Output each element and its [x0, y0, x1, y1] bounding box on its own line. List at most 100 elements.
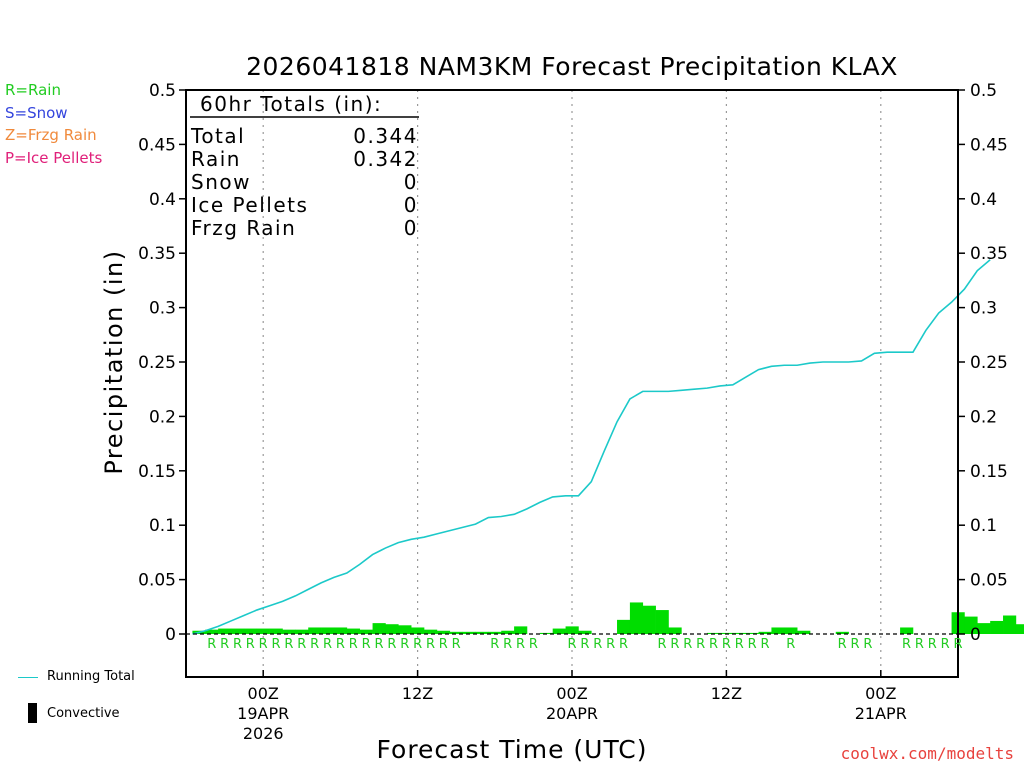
precip-bar [243, 628, 258, 634]
precip-bar [1003, 615, 1017, 634]
ptype-marker: R [272, 637, 281, 652]
ptype-marker: R [953, 637, 962, 652]
precip-bar [398, 625, 412, 634]
y-tick-label-left: 0.5 [149, 81, 176, 101]
precip-bar [835, 631, 849, 634]
totals-row-label: Rain [191, 147, 241, 171]
x-tick-label: 00Z [556, 684, 587, 703]
x-tick-year: 2026 [243, 724, 284, 743]
running-total-legend-label: Running Total [47, 669, 135, 684]
y-tick-label-left: 0 [165, 625, 176, 645]
ptype-marker: R [400, 637, 409, 652]
ptype-marker: R [246, 637, 255, 652]
precip-bar [501, 630, 515, 634]
convective-legend-label: Convective [47, 706, 120, 721]
ptype-marker: R [426, 637, 435, 652]
y-tick-label-right: 0.35 [970, 244, 1008, 264]
ptype-marker: R [452, 637, 461, 652]
ptype-legend-frzg: Z=Frzg Rain [5, 126, 97, 144]
precip-bar [218, 628, 232, 634]
y-tick-label-right: 0.45 [970, 135, 1008, 155]
totals-row-value: 0 [404, 216, 418, 240]
precip-bar [578, 630, 592, 634]
precip-bar [642, 605, 656, 634]
precip-bar [552, 628, 566, 634]
ptype-marker: R [207, 637, 216, 652]
ptype-marker: R [928, 637, 937, 652]
x-tick-label: 00Z [248, 684, 279, 703]
ptype-marker: R [297, 637, 306, 652]
precip-bar [231, 628, 245, 634]
running-total-swatch [18, 677, 38, 678]
precip-bar [385, 624, 399, 634]
ptype-marker: R [284, 637, 293, 652]
ptype-marker: R [760, 637, 769, 652]
totals-row-label: Ice Pellets [191, 193, 308, 217]
axes [179, 89, 965, 678]
y-tick-label-left: 0.05 [138, 571, 176, 591]
ptype-marker: R [838, 637, 847, 652]
ptype-marker: R [362, 637, 371, 652]
precip-bar [745, 632, 759, 634]
y-tick-label-left: 0.45 [138, 135, 176, 155]
x-tick-label: 00Z [865, 684, 896, 703]
precip-bar [308, 627, 322, 634]
precip-bar [475, 631, 489, 634]
ptype-marker: R [670, 637, 679, 652]
y-tick-label-left: 0.25 [138, 353, 176, 373]
precip-bar [629, 602, 644, 634]
y-tick-label-left: 0.4 [149, 190, 176, 210]
ptype-marker: R [735, 637, 744, 652]
ptype-marker: R [593, 637, 602, 652]
precip-bar [668, 627, 682, 634]
totals-row-label: Snow [191, 170, 251, 194]
precip-bar [990, 620, 1004, 634]
precip-bar [977, 623, 991, 634]
precip-bar [758, 631, 772, 634]
ptype-marker: R [696, 637, 705, 652]
running-total-line [192, 259, 991, 635]
precip-bar [462, 631, 476, 634]
ptype-marker: R [606, 637, 615, 652]
precip-bar [269, 628, 283, 634]
ptype-marker: R [658, 637, 667, 652]
y-tick-label-right: 0.15 [970, 462, 1008, 482]
precip-bar [488, 631, 502, 634]
precip-bar [900, 627, 914, 634]
ptype-marker: R [259, 637, 268, 652]
ptype-marker: R [490, 637, 499, 652]
y-tick-label-right: 0.4 [970, 190, 997, 210]
precip-bar [797, 630, 811, 634]
precip-bar [784, 627, 798, 634]
y-tick-label-right: 0.25 [970, 353, 1008, 373]
y-tick-label-left: 0.1 [149, 516, 176, 536]
ptype-legend-ice: P=Ice Pellets [5, 149, 103, 167]
y-tick-label-left: 0.35 [138, 244, 176, 264]
y-tick-label-right: 0.3 [970, 299, 997, 319]
y-tick-label-right: 0.1 [970, 516, 997, 536]
precip-bar [333, 627, 348, 634]
y-tick-label-right: 0.5 [970, 81, 997, 101]
running-total-legend: Running Total [18, 669, 188, 687]
precip-bar [282, 629, 296, 634]
precip-bars [192, 602, 1024, 634]
ptype-marker: R [902, 637, 911, 652]
ptype-marker: R [374, 637, 383, 652]
ptype-marker: R [580, 637, 589, 652]
ptype-marker: R [310, 637, 319, 652]
convective-legend: Convective [28, 703, 188, 725]
precip-bar [617, 619, 631, 634]
precip-bar [256, 628, 270, 634]
ptype-marker: R [413, 637, 422, 652]
precip-bar [655, 610, 669, 634]
ptype-marker: R [567, 637, 576, 652]
y-tick-label-left: 0.15 [138, 462, 176, 482]
y-tick-label-left: 0.3 [149, 299, 176, 319]
ptype-marker: R [786, 637, 795, 652]
precip-bar [514, 626, 528, 634]
y-tick-label-right: 0.2 [970, 407, 997, 427]
running-total-series [192, 259, 991, 635]
ptype-marker: R [863, 637, 872, 652]
